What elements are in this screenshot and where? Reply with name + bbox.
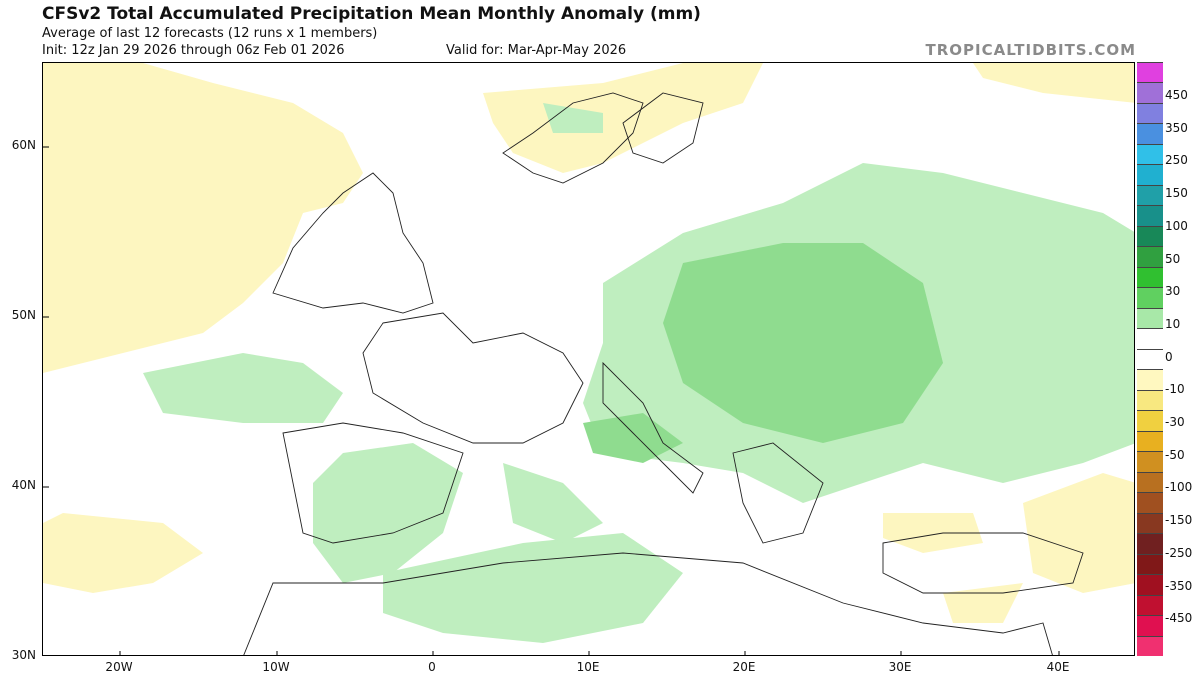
colorbar-label: -150 (1165, 513, 1193, 528)
colorbar-swatch (1137, 615, 1163, 636)
colorbar-label: 450 (1165, 88, 1188, 102)
colorbar-label: -450 (1165, 611, 1193, 626)
axis-ticks (43, 146, 1060, 655)
dry-region-5 (43, 513, 203, 593)
colorbar (1137, 62, 1163, 657)
colorbar-swatch (1137, 246, 1163, 268)
map-panel (42, 62, 1135, 656)
coastline-0 (272, 172, 434, 314)
colorbar-label: 100 (1165, 218, 1188, 233)
colorbar-swatch (1137, 287, 1163, 309)
colorbar-swatch (1137, 205, 1163, 227)
coastline-8 (243, 552, 1053, 655)
dry-region-1 (483, 63, 763, 173)
wet-region-strong-0 (663, 243, 943, 443)
lon-label-10e: 10E (576, 660, 600, 674)
coastline-3 (502, 92, 644, 184)
colorbar-swatch (1137, 553, 1163, 575)
colorbar-swatch (1137, 143, 1163, 165)
lon-label-0: 0 (428, 660, 436, 674)
map-svg (43, 63, 1134, 655)
wet-region-5 (543, 103, 603, 133)
lon-label-40e: 40E (1046, 660, 1070, 674)
colorbar-swatch (1137, 184, 1163, 206)
colorbar-swatch (1137, 82, 1163, 104)
lon-label-20w: 20W (105, 660, 133, 674)
colorbar-swatch (1137, 512, 1163, 534)
coastline-1 (362, 312, 584, 444)
colorbar-swatch (1137, 225, 1163, 247)
colorbar-swatch (1137, 594, 1163, 616)
colorbar-label: -100 (1165, 480, 1193, 495)
colorbar-swatch (1137, 62, 1163, 83)
wet-region-strong-1 (583, 413, 683, 463)
coastline-4 (622, 92, 704, 164)
colorbar-label: -350 (1165, 578, 1193, 593)
dry-region-4 (883, 513, 983, 553)
chart-subtitle: Average of last 12 forecasts (12 runs x … (42, 26, 378, 41)
wet-region-2 (383, 533, 683, 643)
colorbar-label: 150 (1165, 186, 1188, 201)
colorbar-swatch (1137, 574, 1163, 596)
colorbar-swatch (1137, 471, 1163, 493)
colorbar-swatch (1137, 533, 1163, 555)
colorbar-label: 0 (1165, 349, 1173, 364)
colorbar-label: 10 (1165, 316, 1181, 331)
init-time: Init: 12z Jan 29 2026 through 06z Feb 01… (42, 43, 345, 58)
dry-region-2 (973, 63, 1134, 103)
colorbar-label: 250 (1165, 153, 1188, 168)
colorbar-swatch (1137, 123, 1163, 145)
coastline-layer (243, 92, 1084, 655)
colorbar-swatch (1137, 102, 1163, 124)
lat-label-50n: 50N (11, 308, 36, 322)
lon-label-30e: 30E (888, 660, 912, 674)
wet-anomaly-strong-layer (583, 243, 943, 463)
colorbar-label: 30 (1165, 284, 1181, 299)
colorbar-swatch (1137, 430, 1163, 452)
colorbar-swatch (1137, 348, 1163, 370)
wet-region-4 (503, 463, 603, 543)
colorbar-swatch (1137, 389, 1163, 411)
colorbar-label: -50 (1165, 447, 1185, 462)
colorbar-label: 350 (1165, 120, 1188, 135)
wet-region-3 (143, 353, 343, 423)
dry-region-3 (1023, 473, 1134, 593)
colorbar-label: 50 (1165, 251, 1181, 266)
lat-label-30n: 30N (11, 648, 36, 662)
colorbar-swatch (1137, 369, 1163, 391)
dry-region-0 (43, 63, 363, 373)
chart-title: CFSv2 Total Accumulated Precipitation Me… (42, 4, 701, 24)
colorbar-swatch (1137, 307, 1163, 329)
colorbar-swatch (1137, 328, 1163, 350)
coastline-6 (732, 442, 824, 544)
wet-region-1 (313, 443, 463, 583)
coastline-5 (602, 361, 704, 494)
lon-label-10w: 10W (262, 660, 290, 674)
lat-label-60n: 60N (11, 138, 36, 152)
colorbar-swatch (1137, 410, 1163, 432)
lon-label-20e: 20E (732, 660, 756, 674)
colorbar-swatch (1137, 266, 1163, 288)
colorbar-label: -10 (1165, 382, 1185, 397)
colorbar-swatch (1137, 492, 1163, 514)
colorbar-swatch (1137, 635, 1163, 657)
lat-label-40n: 40N (11, 478, 36, 492)
colorbar-swatch (1137, 451, 1163, 473)
coastline-2 (282, 422, 464, 544)
valid-period: Valid for: Mar-Apr-May 2026 (446, 43, 627, 58)
coastline-7 (882, 532, 1084, 594)
colorbar-label: -250 (1165, 545, 1193, 560)
colorbar-swatch (1137, 164, 1163, 186)
colorbar-label: -30 (1165, 415, 1185, 429)
site-brand[interactable]: TROPICALTIDBITS.COM (925, 41, 1136, 59)
